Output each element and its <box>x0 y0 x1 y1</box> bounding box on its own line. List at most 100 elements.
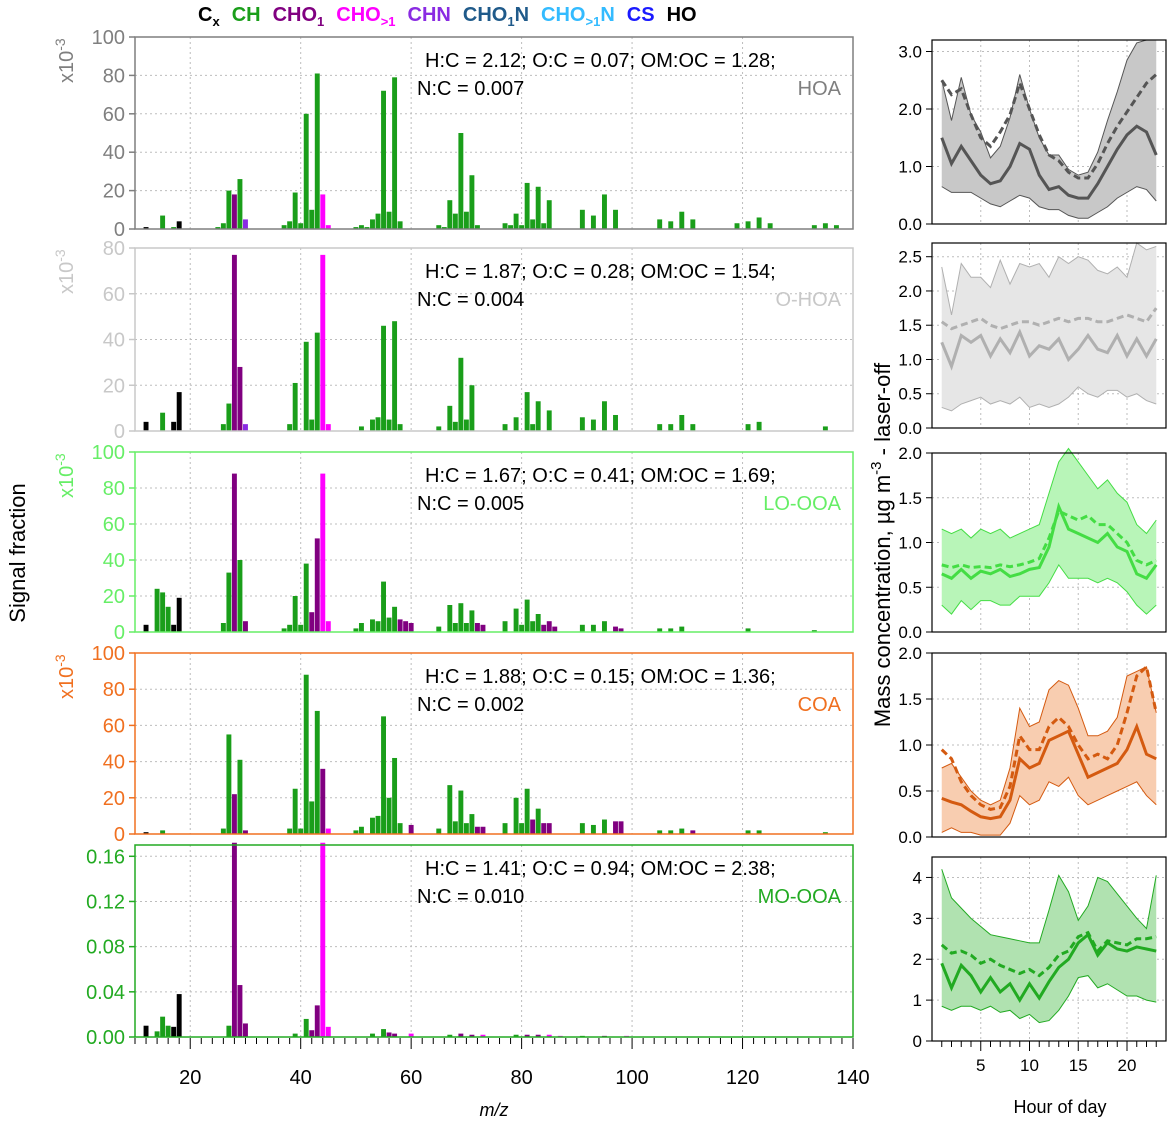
spectrum-bar <box>452 421 458 431</box>
spectrum-bar <box>220 623 226 632</box>
y-tick-label: 0.5 <box>898 578 922 597</box>
spectrum-bar <box>463 419 469 431</box>
spectrum-bar <box>165 606 171 632</box>
spectrum-panel-lo-ooa: 0 20 40 60 80 100 x10-3 H:C = 1.67; O:C = 0.41;… <box>52 442 854 644</box>
spectrum-bar <box>811 630 817 632</box>
legend-item-chogt1: CHO>1 <box>336 4 395 30</box>
spectrum-bar <box>679 211 685 229</box>
spectrum-bar <box>524 788 530 834</box>
spectrum-bar <box>386 797 392 834</box>
spectrum-bar <box>320 842 326 1037</box>
legend-label: HO <box>666 4 697 26</box>
spectrum-bar <box>287 424 293 431</box>
spectrum-bar <box>690 219 696 229</box>
panel-frame <box>134 844 854 1038</box>
spectrum-bar <box>292 192 298 229</box>
spectrum-bar <box>397 823 403 834</box>
x-tick-label: 120 <box>726 1067 759 1089</box>
spectrum-bar <box>309 1030 315 1037</box>
diurnal-panel-coa: 0.0 0.5 1.0 1.5 2.0 <box>898 644 1167 847</box>
spectrum-panel-mo-ooa: 0.00 0.04 0.08 0.12 0.16 H:C = 1.41; O:C = 0.… <box>86 842 854 1049</box>
x-tick-label: 60 <box>400 1067 422 1089</box>
spectrum-bar <box>220 828 226 834</box>
elemental-ratio-text: H:C = 1.87; O:C = 0.28; OM:OC = 1.54; <box>425 261 776 283</box>
spectrum-bar <box>690 830 696 834</box>
percentile-band <box>941 40 1157 219</box>
spectrum-bar <box>143 1025 149 1037</box>
legend-item-chn: CHN <box>408 4 451 30</box>
spectrum-bar <box>375 815 381 834</box>
upper-percentile-line <box>941 242 1157 316</box>
spectrum-bar <box>165 1025 171 1037</box>
spectrum-bar <box>657 628 663 632</box>
spectrum-bar <box>292 788 298 834</box>
spectrum-bar <box>160 830 166 834</box>
spectrum-bar <box>408 1033 414 1037</box>
spectrum-bar <box>226 572 232 632</box>
legend-label: CHN <box>407 4 451 26</box>
spectrum-bar <box>243 830 248 834</box>
y-scale-exponent: x10-3 <box>52 249 78 294</box>
spectrum-bar <box>463 823 469 834</box>
spectrum-bar <box>618 628 624 632</box>
spectrum-bar <box>833 225 839 229</box>
spectrum-bar <box>370 817 375 834</box>
y-tick-label: 0 <box>114 421 125 443</box>
lower-percentile-line <box>941 563 1157 615</box>
percentile-band <box>941 243 1157 411</box>
factor-label: LO-OOA <box>763 493 841 515</box>
y-tick-label: 1.5 <box>898 316 922 335</box>
spectrum-bar <box>226 1025 232 1037</box>
spectrum-bar <box>469 610 475 632</box>
lower-percentile-line <box>941 776 1157 836</box>
y-tick-label: 0.5 <box>898 782 922 801</box>
spectrum-bar <box>767 223 773 229</box>
legend-subscript: 1 <box>317 14 325 29</box>
spectrum-bar <box>513 213 519 229</box>
spectrum-bar <box>292 382 298 431</box>
factor-label: MO-OOA <box>758 886 842 908</box>
spectrum-bar <box>171 227 177 229</box>
spectrum-bar <box>613 626 618 632</box>
spectrum-bar <box>370 1033 375 1037</box>
spectrum-bar <box>436 626 442 632</box>
y-tick-label: 0.04 <box>86 982 125 1004</box>
spectrum-bar <box>541 823 547 834</box>
legend-label: CHO <box>336 4 381 26</box>
diurnal-panel-mo-ooa: 0 1 2 3 4 <box>913 856 1167 1051</box>
spectrum-bar <box>508 225 514 229</box>
spectrum-bar <box>231 842 237 1037</box>
y-tick-label: 2.0 <box>898 644 922 663</box>
spectrum-bar <box>463 623 469 632</box>
spectrum-bar <box>370 619 375 632</box>
elemental-ratio-text: H:C = 2.12; O:C = 0.07; OM:OC = 1.28; <box>425 50 776 72</box>
panel-frame <box>134 652 854 835</box>
spectrum-bar <box>381 716 386 834</box>
legend-subscript: x <box>212 14 220 29</box>
spectrum-bar <box>590 419 596 431</box>
legend-subscript: 1 <box>507 14 515 29</box>
spectrum-bar <box>243 1023 248 1037</box>
nc-ratio-text: N:C = 0.002 <box>417 694 524 716</box>
spectrum-bar <box>375 417 381 431</box>
spectrum-bar <box>657 219 663 229</box>
spectrum-bar <box>756 830 762 834</box>
spectrum-bar <box>386 1032 392 1037</box>
y-tick-label: 1.5 <box>898 489 922 508</box>
spectrum-bar <box>226 190 232 229</box>
y-tick-label: 0 <box>913 1032 922 1051</box>
factor-label: O-HOA <box>775 289 841 311</box>
y-tick-label: 0.16 <box>86 846 125 868</box>
spectrum-bar <box>590 624 596 632</box>
spectrum-bar <box>657 424 663 431</box>
y-tick-label: 60 <box>103 514 125 536</box>
median-line <box>940 328 1158 371</box>
exp-power: -3 <box>52 654 68 667</box>
panel-frame <box>931 242 1167 429</box>
spectrum-bar <box>590 215 596 229</box>
spectrum-bar <box>480 1034 486 1037</box>
spectrum-bar <box>579 823 585 834</box>
diurnal-panel-hoa: 0.0 1.0 2.0 3.0 <box>898 39 1167 234</box>
spectrum-bar <box>226 734 232 834</box>
spectrum-bar <box>602 819 607 834</box>
